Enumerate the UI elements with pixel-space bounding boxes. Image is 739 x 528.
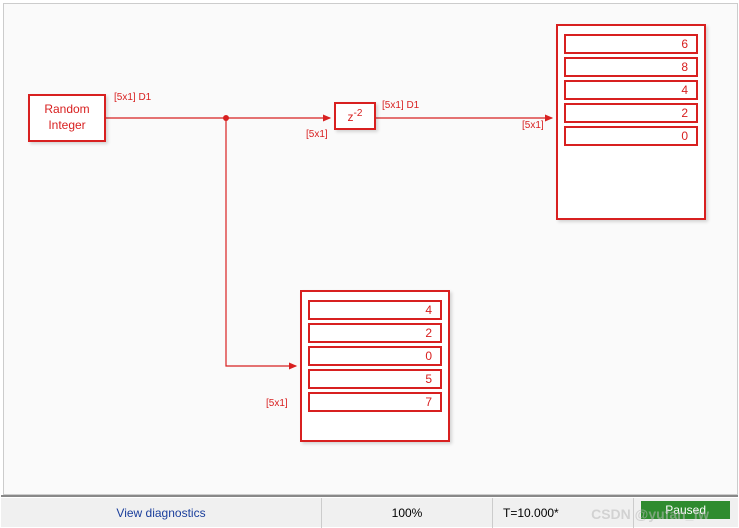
display-row: 7 — [308, 392, 442, 412]
display-row: 0 — [564, 126, 698, 146]
display-row: 4 — [564, 80, 698, 100]
display-row: 2 — [308, 323, 442, 343]
signal-label: [5x1] D1 — [382, 100, 419, 111]
display-row: 2 — [564, 103, 698, 123]
block-label: RandomInteger — [30, 96, 104, 140]
signal-label: [5x1] — [266, 398, 288, 409]
sim-time-text: T=10.000* — [503, 506, 559, 520]
block-label: z-2 — [336, 104, 374, 128]
watermark-text: CSDN @yufan_fw — [591, 506, 709, 522]
display-row: 4 — [308, 300, 442, 320]
model-canvas[interactable]: RandomInteger [5x1] D1 z-2 [5x1] [5x1] D… — [3, 3, 738, 495]
display-row: 0 — [308, 346, 442, 366]
random-integer-block[interactable]: RandomInteger — [28, 94, 106, 142]
display-block-bottom[interactable]: 4 2 0 5 7 — [300, 290, 450, 442]
display-block-top[interactable]: 6 8 4 2 0 — [556, 24, 706, 220]
display-row: 5 — [308, 369, 442, 389]
signal-label: [5x1] — [306, 129, 328, 140]
signal-label: [5x1] D1 — [114, 92, 151, 103]
progress-text: 100% — [392, 506, 423, 520]
delay-block[interactable]: z-2 — [334, 102, 376, 130]
display-row: 6 — [564, 34, 698, 54]
signal-label: [5x1] — [522, 120, 544, 131]
display-row: 8 — [564, 57, 698, 77]
view-diagnostics-link[interactable]: View diagnostics — [116, 506, 205, 520]
